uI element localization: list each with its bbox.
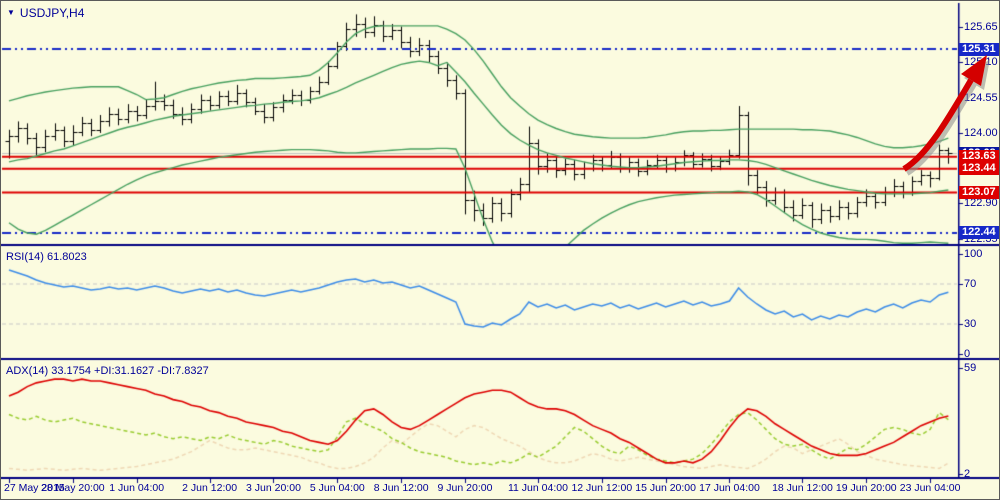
time-axis-label: 5 Jun 04:00 [309,482,365,494]
adx-axis-label: 2 [964,468,971,480]
time-axis-label: 19 Jun 20:00 [835,482,897,494]
time-axis-label: 28 May 20:00 [41,482,105,494]
time-axis-label: 17 Jun 04:00 [699,482,760,494]
rsi-axis-label: 0 [964,348,971,360]
dropdown-triangle-icon[interactable]: ▼ [7,8,15,17]
rsi-axis-label: 70 [964,278,977,290]
time-axis-label: 1 Jun 04:00 [109,482,165,494]
time-axis-label: 2 Jun 12:00 [182,482,238,494]
price-level-badge: 122.44 [959,226,999,240]
adx-indicator-label: ADX(14) 33.1754 +DI:31.1627 -DI:7.8327 [6,365,209,377]
time-axis-label: 12 Jun 12:00 [571,482,633,494]
time-axis-label: 18 Jun 12:00 [772,482,833,494]
adx-axis-label: 59 [964,362,977,374]
price-axis-label: 122.90 [964,197,998,210]
symbol-timeframe-title: ▼ USDJPY,H4 [7,6,84,20]
time-axis-label: 11 Jun 04:00 [507,482,568,494]
rsi-axis-label: 100 [964,248,983,260]
rsi-axis-label: 30 [964,318,977,330]
price-level-badge: 123.44 [959,162,999,176]
price-level-badge: 125.31 [959,42,999,56]
time-axis-label: 8 Jun 12:00 [373,482,429,494]
price-axis-label: 124.00 [964,126,998,139]
price-axis-label: 124.55 [964,91,998,104]
rsi-indicator-label: RSI(14) 61.8023 [6,251,87,263]
time-axis-label: 15 Jun 20:00 [635,482,696,494]
time-axis-label: 3 Jun 20:00 [246,482,301,494]
time-axis-label: 9 Jun 20:00 [437,482,493,494]
time-axis-label: 23 Jun 04:00 [899,482,961,494]
price-level-badge: 123.63 [959,150,999,164]
price-level-badge: 123.07 [959,186,999,200]
time-axis-label: 27 May 2015 [4,482,65,494]
price-axis-label: 125.65 [964,21,998,34]
price-axis-label: 125.10 [964,56,998,69]
symbol-timeframe-label: USDJPY,H4 [19,6,85,20]
